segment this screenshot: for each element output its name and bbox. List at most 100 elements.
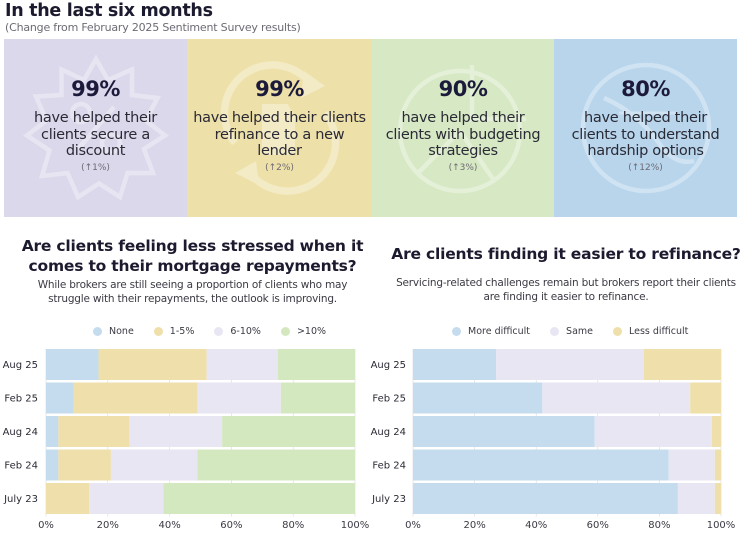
- category-label: July 23: [3, 494, 38, 505]
- category-label: Aug 25: [371, 360, 406, 371]
- legend-label: More difficult: [468, 326, 531, 337]
- bar-segment: [46, 449, 59, 481]
- legend-item: Same: [550, 326, 593, 337]
- page-subtitle: (Change from February 2025 Sentiment Sur…: [5, 21, 301, 34]
- category-label: Feb 24: [372, 461, 406, 472]
- x-tick-label: 80%: [648, 520, 670, 531]
- legend-label: 1-5%: [169, 326, 195, 337]
- bar-segment: [46, 349, 99, 380]
- legend-label: >10%: [296, 326, 327, 337]
- bar-segment: [46, 483, 90, 514]
- x-tick-label: 60%: [220, 520, 242, 531]
- bar-segment: [542, 382, 691, 414]
- legend-swatch: [214, 327, 224, 336]
- stress-chart-legend: None 1-5% 6-10% >10%: [93, 326, 346, 337]
- stat-card-hardship: 80% have helped their clients to underst…: [554, 39, 737, 217]
- legend-swatch: [93, 327, 102, 336]
- stress-chart-title: Are clients feeling less stressed when i…: [21, 237, 364, 275]
- bar-segment: [129, 416, 223, 447]
- category-label: Aug 24: [371, 427, 406, 438]
- stat-card-discount: 99% have helped their clients secure a d…: [4, 39, 187, 217]
- legend-item: 6-10%: [214, 326, 261, 337]
- bar-segment: [89, 483, 164, 514]
- legend-item: 1-5%: [153, 326, 195, 337]
- hardship-circle-icon: [580, 62, 711, 194]
- x-tick-label: 20%: [463, 520, 485, 531]
- bar-segment: [98, 349, 207, 380]
- stat-change: (↑12%): [628, 162, 663, 173]
- category-label: Aug 24: [3, 427, 38, 438]
- bar-segment: [413, 416, 595, 447]
- category-label: Feb 25: [372, 394, 406, 405]
- bar-segment: [690, 382, 721, 414]
- bar-segment: [644, 349, 721, 380]
- bar-segment: [46, 416, 59, 447]
- x-tick-label: 100%: [341, 520, 370, 531]
- x-tick-label: 80%: [282, 520, 304, 531]
- stat-value: 99%: [255, 77, 304, 101]
- refinance-chart-title: Are clients finding it easier to refinan…: [391, 245, 741, 263]
- legend-swatch: [613, 327, 622, 336]
- stat-change: (↑3%): [448, 162, 478, 173]
- legend-item: More difficult: [452, 326, 530, 337]
- stat-value: 99%: [71, 77, 120, 101]
- bar-segment: [163, 483, 355, 514]
- bar-segment: [413, 382, 543, 414]
- x-tick-label: 60%: [587, 520, 609, 531]
- bar-segment: [277, 349, 355, 380]
- refinance-chart-description: Servicing-related challenges remain but …: [396, 277, 736, 303]
- legend-item: Less difficult: [613, 326, 688, 337]
- stat-card-refinance: 99% have helped their clients refinance …: [187, 39, 372, 217]
- bar-segment: [668, 449, 715, 481]
- x-tick-label: 40%: [158, 520, 180, 531]
- bar-segment: [197, 382, 281, 414]
- legend-swatch: [550, 327, 560, 336]
- bar-segment: [677, 483, 715, 514]
- stat-description: have helped their clients secure a disco…: [34, 110, 157, 159]
- legend-label: Same: [566, 326, 593, 337]
- stress-chart: Aug 25 Feb 25 Aug 24 Feb 24 July 23 0% 20% 40% 6…: [3, 349, 370, 531]
- legend-label: Less difficult: [629, 326, 689, 337]
- bar-segment: [594, 416, 712, 447]
- stat-description: have helped their clients refinance to a…: [193, 110, 366, 159]
- bar-segment: [73, 382, 198, 414]
- legend-label: None: [109, 326, 134, 337]
- x-tick-label: 0%: [405, 520, 421, 531]
- bar-segment: [413, 349, 497, 380]
- x-tick-label: 40%: [525, 520, 547, 531]
- category-label: Feb 24: [4, 461, 38, 472]
- stat-description: have helped their clients with budgeting…: [385, 110, 541, 159]
- page-title: In the last six months: [5, 1, 213, 21]
- bar-segment: [413, 483, 678, 514]
- category-label: Aug 25: [3, 360, 38, 371]
- refinance-chart: Aug 25 Feb 25 Aug 24 Feb 24 July 23 0% 20% 40% 6…: [371, 349, 736, 531]
- legend-swatch: [153, 327, 163, 336]
- category-label: July 23: [371, 494, 406, 505]
- legend-swatch: [280, 327, 290, 336]
- bar-segment: [222, 416, 355, 447]
- bar-segment: [496, 349, 644, 380]
- x-tick-label: 20%: [97, 520, 119, 531]
- stat-change: (↑2%): [265, 162, 294, 173]
- refinance-cycle-icon: [220, 61, 339, 195]
- refinance-chart-legend: More difficult Same Less difficult: [452, 326, 708, 337]
- stress-chart-description: While brokers are still seeing a proport…: [37, 279, 348, 305]
- bar-segment: [206, 349, 278, 380]
- bar-segment: [714, 449, 721, 481]
- legend-item: >10%: [280, 326, 327, 337]
- x-tick-label: 100%: [707, 520, 736, 531]
- stat-card-budgeting: 90% have helped their clients with budge…: [372, 39, 554, 217]
- discount-badge-icon: [22, 54, 169, 201]
- budget-pie-icon: [397, 65, 526, 194]
- stat-value: 80%: [621, 77, 670, 101]
- bar-segment: [58, 449, 111, 481]
- bar-segment: [711, 416, 721, 447]
- legend-label: 6-10%: [230, 326, 261, 337]
- legend-swatch: [452, 327, 461, 336]
- x-tick-label: 0%: [38, 520, 54, 531]
- legend-item: None: [93, 326, 134, 337]
- stat-description: have helped their clients to understand …: [571, 110, 720, 159]
- bar-segment: [197, 449, 355, 481]
- bar-segment: [714, 483, 721, 514]
- bar-segment: [46, 382, 74, 414]
